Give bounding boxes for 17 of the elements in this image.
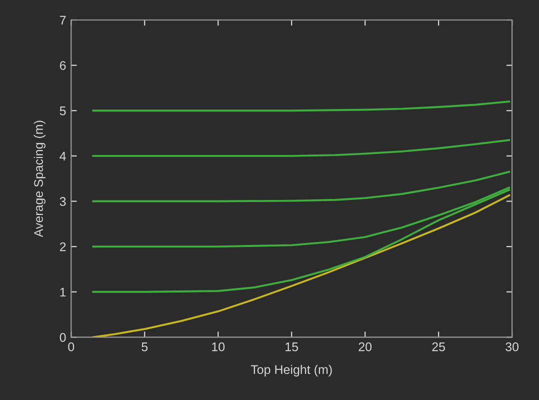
y-tick-label: 1 bbox=[60, 288, 66, 296]
x-tick-label: 15 bbox=[286, 342, 298, 352]
x-tick-label: 20 bbox=[358, 342, 372, 352]
y-tick-label: 5 bbox=[60, 106, 66, 116]
y-axis-title: Average Spacing (m) bbox=[34, 120, 46, 238]
x-tick-label: 30 bbox=[506, 342, 519, 352]
x-tick-label: 25 bbox=[432, 342, 445, 352]
y-tick-label: 2 bbox=[60, 242, 66, 252]
y-tick-label: 3 bbox=[60, 197, 66, 206]
x-tick-label: 0 bbox=[68, 342, 74, 352]
x-axis-title: Top Height (m) bbox=[250, 364, 332, 376]
y-tick-label: 0 bbox=[60, 333, 66, 342]
x-tick-label: 10 bbox=[212, 342, 225, 352]
y-tick-label: 7 bbox=[60, 16, 66, 25]
y-tick-label: 6 bbox=[60, 61, 66, 70]
x-tick-label: 5 bbox=[142, 342, 148, 352]
y-tick-label: 4 bbox=[60, 152, 66, 160]
